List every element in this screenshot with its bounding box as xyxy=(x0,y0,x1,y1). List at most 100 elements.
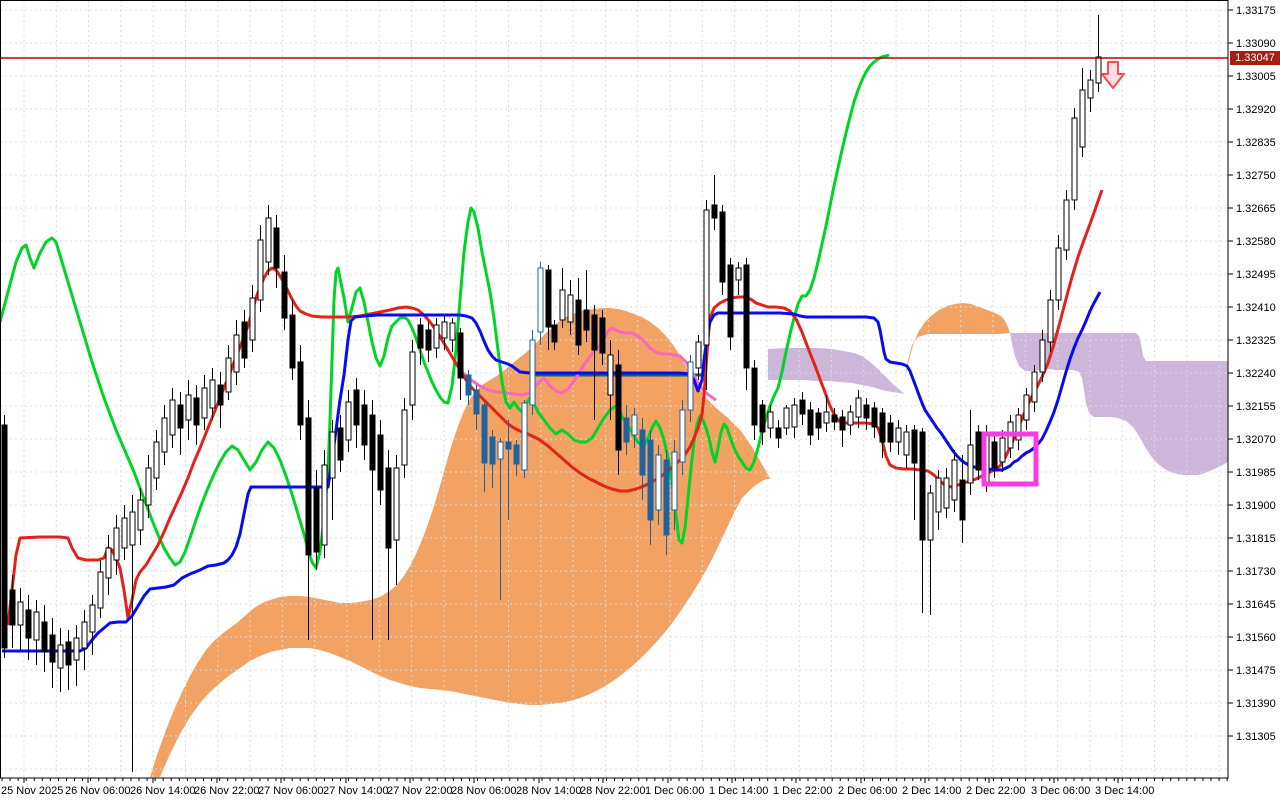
candle-body xyxy=(647,439,654,521)
candle-body xyxy=(193,397,200,426)
candle-body xyxy=(767,411,774,429)
candle-body xyxy=(911,429,918,464)
candle-body xyxy=(663,459,670,536)
candle-body xyxy=(57,644,64,669)
candle-body xyxy=(679,409,686,463)
price-axis-label: 1.31560 xyxy=(1236,632,1276,644)
candle-body xyxy=(361,404,368,446)
candle-body xyxy=(791,404,798,428)
candle-body xyxy=(1031,371,1038,403)
candle-body xyxy=(233,334,240,373)
candle-body xyxy=(417,324,424,349)
candle-body xyxy=(33,611,40,641)
candle-body xyxy=(719,211,726,283)
time-axis-label: 27 Nov 22:00 xyxy=(387,785,452,797)
candle-body xyxy=(49,634,56,663)
candle-body xyxy=(839,416,846,431)
highlight-rectangle[interactable] xyxy=(981,431,1039,487)
time-axis-label: 1 Dec 14:00 xyxy=(709,785,768,797)
price-axis-label: 1.33005 xyxy=(1236,71,1276,83)
candle-body xyxy=(887,422,894,443)
candle-body xyxy=(449,322,456,341)
time-axis-label: 2 Dec 22:00 xyxy=(966,785,1025,797)
price-axis-label: 1.32665 xyxy=(1236,203,1276,215)
candle-body xyxy=(121,517,128,549)
candle-body xyxy=(393,467,400,541)
candle-body xyxy=(489,436,496,465)
time-axis-label: 1 Dec 22:00 xyxy=(773,785,832,797)
candle-body xyxy=(113,527,120,561)
price-axis-label: 1.33175 xyxy=(1236,5,1276,17)
price-axis-label: 1.32750 xyxy=(1236,170,1276,182)
price-axis-label: 1.31475 xyxy=(1236,665,1276,677)
candle-body xyxy=(575,299,582,346)
candle-body xyxy=(465,374,472,396)
candle-body xyxy=(799,399,806,415)
candle-body xyxy=(623,417,630,443)
candle-body xyxy=(599,317,606,354)
price-axis-label: 1.32580 xyxy=(1236,236,1276,248)
candle-body xyxy=(927,492,934,541)
candle-body xyxy=(671,451,678,511)
time-axis-label: 1 Dec 06:00 xyxy=(645,785,704,797)
time-axis-label: 2 Dec 06:00 xyxy=(838,785,897,797)
price-axis-label: 1.31815 xyxy=(1236,533,1276,545)
candle-body xyxy=(1023,394,1030,421)
time-axis-label: 28 Nov 22:00 xyxy=(580,785,645,797)
ichimoku-cloud-purple_band xyxy=(768,348,905,394)
ichimoku-cloud-orange_main xyxy=(150,308,770,777)
candle-body xyxy=(759,404,766,433)
candle-body xyxy=(935,477,942,513)
candle-body xyxy=(81,621,88,649)
candle-body xyxy=(529,339,536,406)
candle-body xyxy=(25,609,32,639)
candle-body xyxy=(607,354,614,396)
time-axis-label: 2 Dec 14:00 xyxy=(902,785,961,797)
candle-body xyxy=(497,441,504,460)
candle-body xyxy=(305,417,312,556)
price-axis-label: 1.31390 xyxy=(1236,698,1276,710)
candle-body xyxy=(1047,299,1054,343)
candle-body xyxy=(281,271,288,319)
candle-body xyxy=(409,351,416,406)
price-axis-label: 1.31900 xyxy=(1236,500,1276,512)
candle-body xyxy=(209,379,216,409)
candle-body xyxy=(433,324,440,349)
candle-body xyxy=(289,314,296,369)
time-axis-label: 27 Nov 14:00 xyxy=(323,785,388,797)
candle-body xyxy=(863,404,870,419)
chikou-span-line xyxy=(0,53,890,570)
sell-arrow-icon[interactable] xyxy=(1101,61,1125,89)
candle-body xyxy=(687,361,694,411)
candle-body xyxy=(695,341,702,369)
candle-body xyxy=(591,314,598,351)
candle-body xyxy=(1055,247,1062,301)
candle-body xyxy=(943,477,950,509)
candle-body xyxy=(639,429,646,476)
candle-body xyxy=(1015,414,1022,441)
candle-body xyxy=(105,547,112,579)
candle-body xyxy=(1071,117,1078,201)
candle-body xyxy=(743,264,750,369)
candle-body xyxy=(951,459,958,501)
candle-body xyxy=(711,204,718,219)
candle-body xyxy=(1087,79,1094,99)
time-axis-label: 3 Dec 06:00 xyxy=(1031,785,1090,797)
candle-body xyxy=(727,264,734,338)
candle-body xyxy=(545,269,552,328)
time-axis-label: 26 Nov 22:00 xyxy=(194,785,259,797)
time-axis-label: 27 Nov 06:00 xyxy=(258,785,323,797)
candle-body xyxy=(337,427,344,461)
candle-body xyxy=(73,637,80,661)
candle-body xyxy=(567,294,574,323)
candle-body xyxy=(919,431,926,541)
time-axis-label: 28 Nov 06:00 xyxy=(451,785,516,797)
candle-body xyxy=(401,409,408,466)
time-axis-label: 3 Dec 14:00 xyxy=(1095,785,1154,797)
candle-body xyxy=(185,394,192,421)
candle-body xyxy=(321,464,328,546)
candle-body xyxy=(169,399,176,436)
candle-body xyxy=(583,309,590,331)
price-axis-label: 1.31305 xyxy=(1236,731,1276,743)
